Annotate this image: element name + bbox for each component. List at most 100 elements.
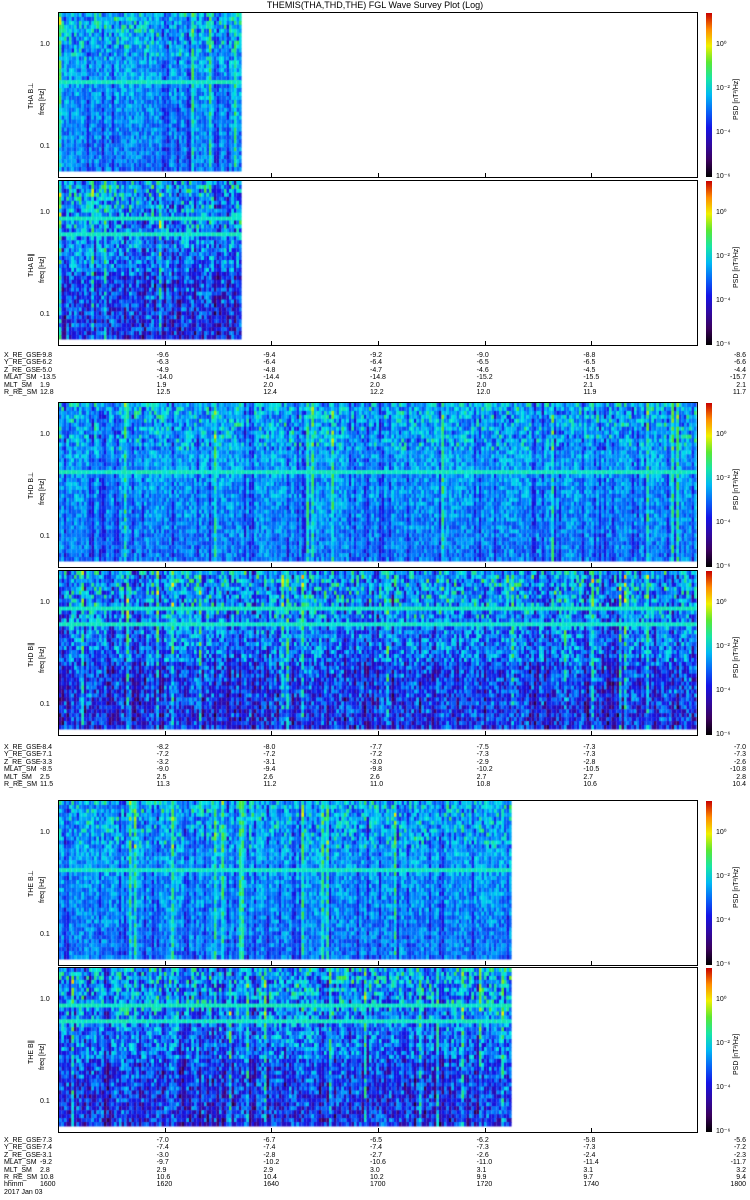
ephemeris-value: -8.8 (583, 352, 596, 359)
y-axis-label: freq [Hz] (39, 876, 46, 903)
colorbar-tick-label: 10⁻⁶ (716, 173, 731, 180)
x-tick (484, 1128, 486, 1132)
ephemeris-value: -7.4 (370, 1144, 383, 1152)
ephemeris-value: 10.8 (476, 781, 491, 788)
x-tick (164, 961, 166, 965)
ephemeris-value: -5.8 (583, 1137, 596, 1144)
colorbar-label: PSD [nT²/Hz] (733, 1033, 740, 1075)
ephemeris-value: 1740 (583, 1181, 599, 1189)
y-axis-label: freq [Hz] (39, 256, 46, 283)
x-tick (591, 731, 593, 735)
ephemeris-value: -2.8 (263, 1151, 276, 1159)
x-tick (591, 563, 593, 567)
ephemeris-value: 11.2 (263, 781, 277, 788)
ephemeris-value: 1.9 (156, 381, 167, 389)
ephemeris-value: -2.9 (476, 758, 489, 766)
x-tick (378, 173, 379, 177)
ephemeris-value: 12.5 (156, 389, 171, 396)
ephemeris-value: -9.0 (476, 352, 489, 359)
x-tick (164, 341, 166, 345)
y-tick-label: 0.1 (40, 931, 50, 939)
y-tick-label: 0.1 (40, 143, 50, 151)
ephemeris-row-label: Y_RE_GSE (4, 359, 41, 367)
plot-title: THEMIS(THA,THD,THE) FGL Wave Survey Plot… (266, 0, 484, 10)
colorbar-tick-label: 10⁰ (716, 996, 727, 1003)
panel-label: THA B⊥ (28, 82, 35, 109)
ephemeris-value: -7.2 (733, 1144, 746, 1152)
ephemeris-value: 10.8 (40, 1174, 54, 1181)
x-tick (271, 1128, 273, 1132)
ephemeris-value: 2.1 (583, 381, 594, 389)
colorbar-tick-label: 10⁻² (716, 85, 730, 92)
y-axis-label: freq [Hz] (39, 88, 46, 115)
colorbar (706, 571, 712, 735)
ephemeris-row-label: MLT_SM (4, 381, 32, 389)
ephemeris-row-label: R_RE_SM (4, 781, 38, 788)
ephemeris-value: 11.0 (370, 781, 384, 788)
ephemeris-row-label: Z_RE_GSE (4, 366, 41, 374)
ephemeris-value: -3.0 (156, 1151, 169, 1159)
ephemeris-value: -4.6 (476, 366, 489, 374)
y-tick-label: 0.1 (40, 533, 50, 541)
ephemeris-value: 11.3 (156, 781, 170, 788)
ephemeris-value: 1600 (40, 1181, 56, 1189)
ephemeris-value: 1800 (730, 1181, 746, 1189)
colorbar (706, 968, 712, 1132)
colorbar-tick-label: 10⁰ (716, 829, 727, 836)
ephemeris-value: 10.6 (156, 1174, 171, 1181)
y-axis-label: freq [Hz] (39, 1043, 46, 1070)
ephemeris-value: -10.5 (583, 766, 600, 774)
ephemeris-value: 12.2 (370, 389, 384, 396)
ephemeris-value: 10.6 (583, 781, 597, 788)
ephemeris-value: -9.8 (370, 766, 383, 774)
x-tick (271, 961, 273, 965)
ephemeris-row-label: hhmm (4, 1181, 24, 1189)
ephemeris-row-label: MLT_SM (4, 773, 32, 781)
x-tick (484, 341, 486, 345)
ephemeris-value: 3.0 (370, 1166, 380, 1174)
ephemeris-value: -7.3 (733, 751, 746, 759)
ephemeris-value: -8.4 (40, 744, 53, 751)
spectrogram-panel-thd-par (58, 570, 698, 736)
colorbar-tick-label: 10⁰ (716, 599, 727, 606)
x-tick (271, 563, 273, 567)
spectrogram-panel-the-perp (58, 800, 698, 966)
ephemeris-value: -2.6 (476, 1151, 489, 1159)
ephemeris-value: 2.1 (736, 381, 746, 389)
ephemeris-value: -8.5 (40, 766, 53, 774)
ephemeris-value: 1700 (370, 1181, 386, 1189)
ephemeris-value: -13.5 (40, 374, 56, 382)
spectrogram-panel-tha-par (58, 180, 698, 346)
colorbar-tick-label: 10⁻⁶ (716, 731, 731, 738)
ephemeris-value: 2.6 (263, 773, 274, 781)
y-axis-label: freq [Hz] (39, 646, 46, 673)
colorbar-tick-label: 10⁰ (716, 431, 727, 438)
ephemeris-row-label: Y_RE_GSE (4, 751, 41, 759)
x-tick (164, 731, 166, 735)
ephemeris-value: 2.8 (40, 1166, 50, 1174)
ephemeris-value: -6.5 (476, 359, 489, 367)
colorbar-tick-label: 10⁻² (716, 1040, 730, 1047)
ephemeris-value: -10.6 (370, 1159, 386, 1167)
ephemeris-value: 12.8 (40, 389, 54, 396)
x-tick (271, 731, 273, 735)
x-tick (378, 341, 379, 345)
ephemeris-value: -6.4 (263, 359, 276, 367)
colorbar (706, 801, 712, 965)
ephemeris-value: 2.5 (156, 773, 167, 781)
ephemeris-value: 2.8 (736, 773, 746, 781)
colorbar-tick-label: 10⁻² (716, 253, 730, 260)
ephemeris-row-label: MLAT_SM (4, 766, 37, 774)
ephemeris-value: -7.2 (156, 751, 169, 759)
ephemeris-value: 2.6 (370, 773, 380, 781)
ephemeris-value: -11.4 (583, 1159, 599, 1167)
ephemeris-value: -7.1 (40, 751, 53, 759)
colorbar (706, 13, 712, 177)
panel-label: THA B∥ (28, 253, 35, 277)
ephemeris-value: -10.2 (263, 1159, 280, 1167)
colorbar-tick-label: 10⁻⁴ (716, 1084, 731, 1091)
ephemeris-value: 11.5 (40, 781, 54, 788)
x-tick (271, 341, 273, 345)
colorbar-tick-label: 10⁻⁶ (716, 1128, 731, 1135)
x-tick (591, 1128, 593, 1132)
